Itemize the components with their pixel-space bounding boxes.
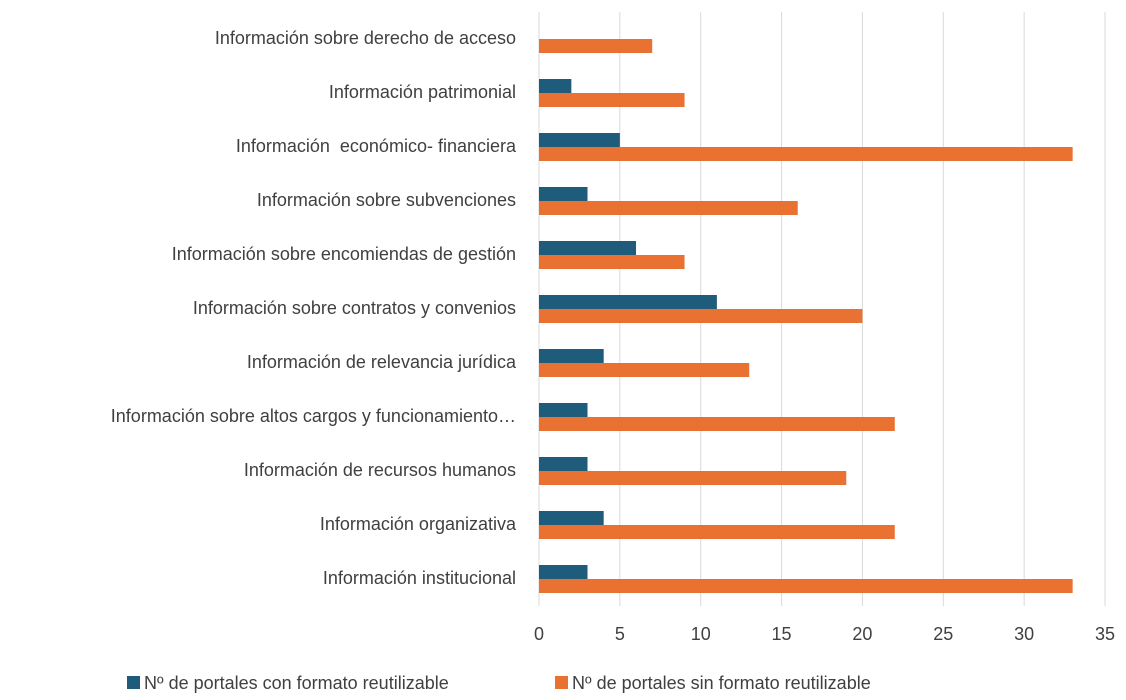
legend-swatch <box>555 676 568 689</box>
y-tick-label: Información organizativa <box>320 514 517 534</box>
x-tick-label: 25 <box>933 624 953 644</box>
y-tick-label: Información sobre encomiendas de gestión <box>172 244 516 264</box>
x-tick-label: 0 <box>534 624 544 644</box>
bar <box>539 471 847 485</box>
y-tick-label: Información sobre derecho de acceso <box>215 28 516 48</box>
y-tick-label: Información de relevancia jurídica <box>247 352 517 372</box>
x-tick-label: 15 <box>772 624 792 644</box>
bar <box>539 93 685 107</box>
bar <box>539 525 895 539</box>
y-tick-label: Información sobre contratos y convenios <box>193 298 516 318</box>
bar <box>539 255 685 269</box>
bar <box>539 309 863 323</box>
bar <box>539 403 588 417</box>
bar <box>539 187 588 201</box>
y-tick-label: Información sobre subvenciones <box>257 190 516 210</box>
y-tick-label: Información institucional <box>323 568 516 588</box>
bar <box>539 295 717 309</box>
bar <box>539 201 798 215</box>
x-tick-label: 30 <box>1014 624 1034 644</box>
legend-label: Nº de portales con formato reutilizable <box>144 673 449 693</box>
y-tick-label: Información de recursos humanos <box>244 460 516 480</box>
y-tick-label: Información sobre altos cargos y funcion… <box>111 406 516 426</box>
x-tick-label: 5 <box>615 624 625 644</box>
bar <box>539 133 620 147</box>
legend-label: Nº de portales sin formato reutilizable <box>572 673 871 693</box>
y-tick-label: Información patrimonial <box>329 82 516 102</box>
legend-swatch <box>127 676 140 689</box>
bar <box>539 511 604 525</box>
bar <box>539 417 895 431</box>
bar <box>539 579 1073 593</box>
x-tick-label: 35 <box>1095 624 1115 644</box>
y-tick-label: Información económico- financiera <box>236 136 517 156</box>
bar <box>539 349 604 363</box>
bar <box>539 241 637 255</box>
bar <box>539 363 750 377</box>
x-tick-label: 10 <box>691 624 711 644</box>
bar <box>539 457 588 471</box>
bar <box>539 565 588 579</box>
bar <box>539 79 572 93</box>
x-tick-label: 20 <box>852 624 872 644</box>
bar <box>539 147 1073 161</box>
bar <box>539 39 653 53</box>
